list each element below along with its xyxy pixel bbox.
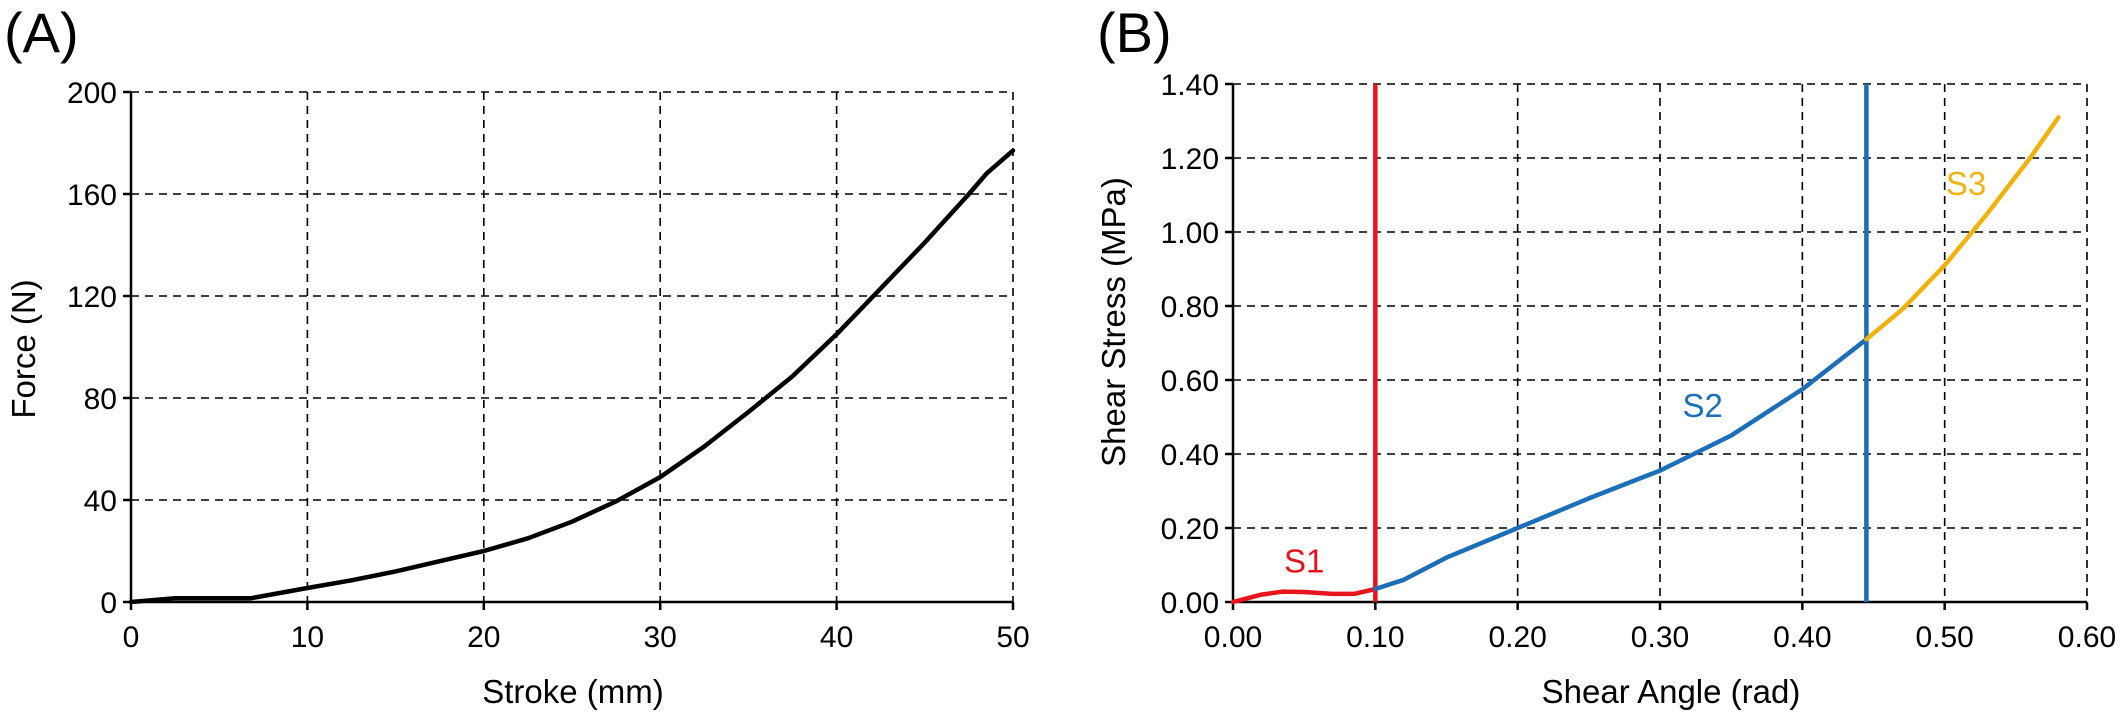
panel-b-y-tick-label: 1.00 xyxy=(1161,217,1219,250)
panel-b-series-s2-line xyxy=(1373,337,1869,592)
panel-a-series-force-line xyxy=(128,148,1016,605)
panel-a-label: (A) xyxy=(4,1,79,64)
panel-b-y-tick-label: 0.00 xyxy=(1161,587,1219,620)
panel-a-x-tick-label: 50 xyxy=(996,621,1029,654)
panel-b-series-s3-line xyxy=(1864,115,2061,342)
panel-b-x-tick-label: 0.60 xyxy=(2058,621,2116,654)
panel-b-series-label-s1: S1 xyxy=(1284,542,1324,579)
panel-a-x-tick-label: 10 xyxy=(291,621,324,654)
panel-b-series: S1 S2 S3 xyxy=(1230,84,2061,605)
panel-a-grid xyxy=(131,91,1014,602)
panel-a-y-tick-label: 80 xyxy=(84,383,117,416)
panel-b-y-tick-label: 0.80 xyxy=(1161,291,1219,324)
panel-b: (B) 0.00 0.10 0.20 0.30 0.40 0.50 0.60 0.00 0.20… xyxy=(1095,1,2116,710)
panel-a-x-tick-label: 20 xyxy=(467,621,500,654)
panel-a-y-tick-label: 120 xyxy=(67,281,117,314)
panel-a: (A) 0 10 20 30 40 50 0 40 80 120 160 200 Stroke (mm… xyxy=(4,1,1030,710)
panel-a-y-axis-title: Force (N) xyxy=(5,279,42,418)
panel-b-grid xyxy=(1233,83,2088,602)
panel-a-ticks: 0 10 20 30 40 50 0 40 80 120 160 200 xyxy=(67,77,1030,654)
panel-b-x-axis-title: Shear Angle (rad) xyxy=(1542,673,1801,710)
panel-b-ticks: 0.00 0.10 0.20 0.30 0.40 0.50 0.60 0.00 0.20 0.40… xyxy=(1161,69,2117,654)
panel-b-label: (B) xyxy=(1097,1,1172,64)
panel-a-y-tick-label: 200 xyxy=(67,77,117,110)
panel-b-y-tick-label: 1.40 xyxy=(1161,69,1219,102)
panel-b-x-tick-label: 0.50 xyxy=(1915,621,1973,654)
panel-b-y-tick-label: 1.20 xyxy=(1161,143,1219,176)
panel-b-x-tick-label: 0.10 xyxy=(1346,621,1404,654)
panel-a-x-axis-title: Stroke (mm) xyxy=(482,673,664,710)
panel-b-x-tick-label: 0.00 xyxy=(1204,621,1262,654)
panel-b-series-label-s3: S3 xyxy=(1946,165,1986,202)
panel-b-y-tick-label: 0.20 xyxy=(1161,513,1219,546)
panel-a-series xyxy=(128,148,1016,605)
panel-b-y-tick-label: 0.40 xyxy=(1161,439,1219,472)
panel-b-y-tick-label: 0.60 xyxy=(1161,365,1219,398)
panel-a-x-tick-label: 30 xyxy=(644,621,677,654)
panel-b-x-tick-label: 0.30 xyxy=(1631,621,1689,654)
panel-b-x-tick-label: 0.20 xyxy=(1488,621,1546,654)
panel-a-y-tick-label: 40 xyxy=(84,485,117,518)
panel-b-x-tick-label: 0.40 xyxy=(1773,621,1831,654)
panel-b-series-s1-line xyxy=(1230,586,1378,605)
panel-a-y-tick-label: 0 xyxy=(100,587,117,620)
panel-a-x-tick-label: 0 xyxy=(123,621,140,654)
panel-b-y-axis-title: Shear Stress (MPa) xyxy=(1095,177,1132,467)
panel-a-y-tick-label: 160 xyxy=(67,179,117,212)
panel-a-x-tick-label: 40 xyxy=(820,621,853,654)
panel-b-series-label-s2: S2 xyxy=(1683,387,1723,424)
